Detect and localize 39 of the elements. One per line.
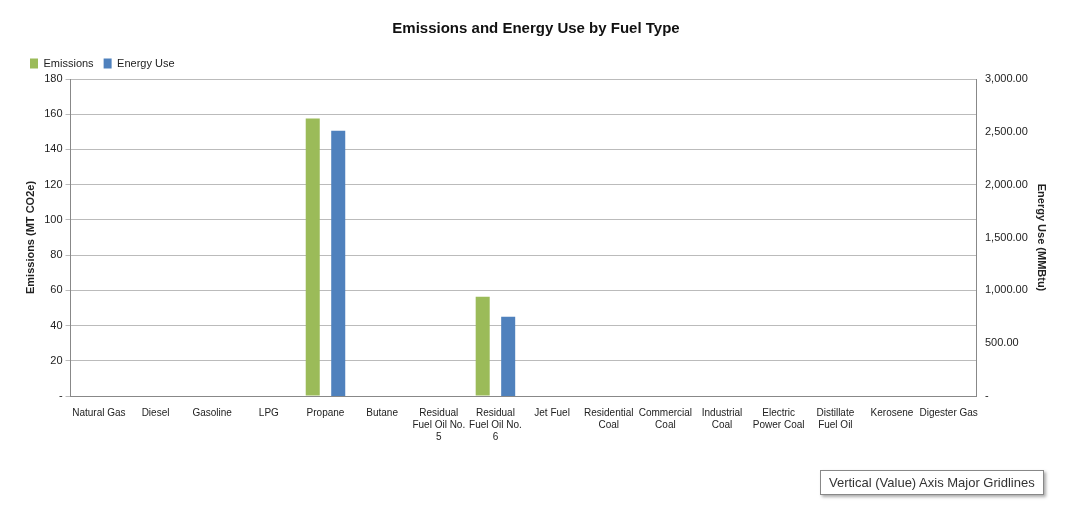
- y-tick-label: 80: [50, 248, 63, 261]
- legend-label: Emissions: [43, 56, 95, 69]
- x-tick-label: LPG: [258, 406, 280, 418]
- x-tick-label: Propane: [306, 406, 345, 418]
- y-tick-label: 40: [50, 318, 63, 331]
- y2-axis-title: Energy Use (MMBtu): [1036, 183, 1049, 292]
- text: Vertical (Value) Axis Major Gridlines: [820, 470, 1044, 495]
- x-tick-label: Electric Power Coal: [752, 406, 805, 430]
- y-tick-label: 120: [44, 177, 63, 190]
- y-tick-label: 60: [50, 283, 63, 296]
- x-tick-label: Distillate Fuel Oil: [816, 406, 855, 430]
- x-tick-label: Natural Gas: [72, 406, 126, 418]
- y-tick-label: 160: [44, 107, 63, 120]
- y-tick-label: -: [58, 389, 63, 402]
- y2-tick-label: -: [984, 389, 989, 402]
- y-axis-title: Emissions (MT CO2e): [23, 180, 36, 295]
- x-tick-label: Gasoline: [192, 406, 233, 418]
- y-tick-label: 180: [44, 72, 63, 85]
- x-tick-label: Kerosene: [870, 406, 914, 418]
- x-tick-label: Diesel: [141, 406, 170, 418]
- x-tick-label: Commercial Coal: [638, 406, 693, 430]
- y2-tick-label: 2,500.00: [984, 124, 1028, 137]
- y2-tick-label: 3,000.00: [984, 72, 1028, 85]
- y2-tick-label: 1,000.00: [984, 283, 1028, 296]
- x-tick-label: Digester Gas: [919, 406, 978, 418]
- y2-tick-label: 1,500.00: [984, 230, 1028, 243]
- y-tick-label: 140: [44, 142, 63, 155]
- x-tick-label: Residual Fuel Oil No. 5: [412, 406, 466, 442]
- y2-tick-label: 500.00: [984, 336, 1019, 349]
- x-tick-label: Butane: [366, 406, 399, 418]
- x-tick-label: Industrial Coal: [701, 406, 743, 430]
- y2-tick-label: 2,000.00: [984, 177, 1028, 190]
- y-tick-label: 100: [44, 212, 63, 225]
- y-tick-label: 20: [50, 353, 63, 366]
- x-tick-label: Residential Coal: [584, 406, 634, 430]
- x-tick-label: Residual Fuel Oil No. 6: [469, 406, 522, 442]
- legend-label: Energy Use: [117, 56, 175, 69]
- chart-title: Emissions and Energy Use by Fuel Type: [392, 19, 680, 37]
- x-tick-label: Jet Fuel: [534, 406, 570, 418]
